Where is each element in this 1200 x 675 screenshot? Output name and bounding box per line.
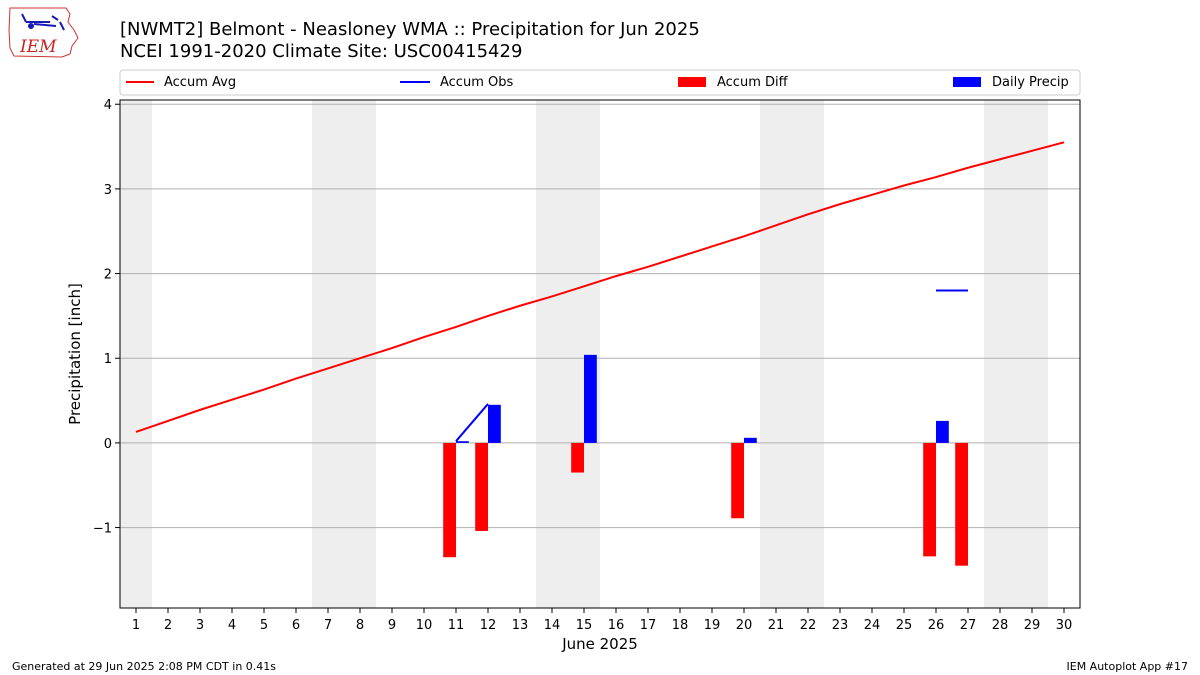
bars: [443, 354, 968, 566]
y-tick-label-3: 3: [104, 183, 112, 198]
x-tick-label-11: 11: [448, 618, 465, 633]
legend-label-accum-diff: Accum Diff: [717, 75, 789, 90]
weekend-band-2: [536, 100, 600, 608]
weekend-band-1: [312, 100, 376, 608]
legend-item-daily-precip: Daily Precip: [953, 75, 1069, 90]
bar-accum-diff-day-12: [475, 442, 488, 531]
footer-generated: Generated at 29 Jun 2025 2:08 PM CDT in …: [12, 660, 276, 673]
x-tick-label-23: 23: [832, 618, 849, 633]
plot-frame: [119, 99, 1081, 609]
x-tick-label-16: 16: [608, 618, 625, 633]
y-tick-label--1: −1: [93, 522, 112, 537]
x-tick-label-18: 18: [672, 618, 689, 633]
x-tick-label-19: 19: [704, 618, 721, 633]
x-tick-label-22: 22: [800, 618, 817, 633]
weekend-band-0: [120, 100, 152, 608]
y-tick-label-4: 4: [104, 98, 112, 113]
x-tick-label-21: 21: [768, 618, 785, 633]
grid-lines: [120, 103, 1080, 529]
weekend-band-4: [984, 100, 1048, 608]
x-tick-label-12: 12: [480, 618, 497, 633]
x-tick-label-2: 2: [164, 618, 172, 633]
legend-item-accum-diff: Accum Diff: [678, 75, 789, 90]
chart-subtitle: NCEI 1991-2020 Climate Site: USC00415429: [120, 41, 522, 62]
chart-title: [NWMT2] Belmont - Neasloney WMA :: Preci…: [120, 19, 700, 40]
x-tick-label-14: 14: [544, 618, 561, 633]
line-accum-obs-segment-0: [455, 403, 489, 442]
x-tick-label-10: 10: [416, 618, 433, 633]
legend-item-accum-avg: Accum Avg: [126, 75, 236, 90]
bar-accum-diff-day-11: [443, 442, 456, 558]
x-tick-label-1: 1: [132, 618, 140, 633]
weekend-shading: [120, 100, 1048, 608]
x-tick-label-25: 25: [896, 618, 913, 633]
logo-text: IEM: [19, 37, 57, 57]
x-tick-label-5: 5: [260, 618, 268, 633]
iem-logo: IEM: [8, 7, 79, 58]
x-tick-label-29: 29: [1024, 618, 1041, 633]
x-tick-label-15: 15: [576, 618, 593, 633]
bar-accum-diff-day-20: [731, 442, 744, 519]
y-tick-label-1: 1: [104, 352, 112, 367]
bar-daily-precip-day-15: [584, 354, 597, 443]
legend-item-accum-obs: Accum Obs: [400, 75, 513, 90]
x-tick-label-27: 27: [960, 618, 977, 633]
x-tick-label-3: 3: [196, 618, 204, 633]
legend-label-accum-avg: Accum Avg: [164, 75, 236, 90]
y-tick-label-0: 0: [104, 437, 112, 452]
legend-swatch-accum-diff: [678, 77, 706, 87]
weekend-band-3: [760, 100, 824, 608]
bar-daily-precip-day-11: [456, 441, 469, 443]
y-tick-label-2: 2: [104, 268, 112, 283]
x-tick-label-13: 13: [512, 618, 529, 633]
x-tick-label-24: 24: [864, 618, 881, 633]
y-axis-label: Precipitation [inch]: [66, 283, 84, 425]
y-axis-ticks: −1 0 1 2 3 4: [93, 98, 120, 537]
bar-accum-diff-day-26: [923, 442, 936, 557]
footer-app-id: IEM Autoplot App #17: [1067, 660, 1189, 673]
x-tick-label-7: 7: [324, 618, 332, 633]
x-tick-label-4: 4: [228, 618, 236, 633]
x-tick-label-28: 28: [992, 618, 1009, 633]
bar-accum-diff-day-15: [571, 442, 584, 473]
x-tick-label-9: 9: [388, 618, 396, 633]
bar-daily-precip-day-20: [744, 437, 757, 443]
bar-daily-precip-day-12: [488, 404, 501, 443]
x-axis-ticks: 1 2 3 4 5 6 7 8 9 10 11 12 13 14 15 16 17 18 19 20 21 22 23 24 2…: [132, 608, 1072, 633]
lines: [135, 141, 1065, 442]
bar-daily-precip-day-26: [936, 420, 949, 443]
x-tick-label-17: 17: [640, 618, 657, 633]
legend-frame: [119, 69, 1081, 96]
x-tick-label-30: 30: [1056, 618, 1073, 633]
x-tick-label-6: 6: [292, 618, 300, 633]
legend-label-daily-precip: Daily Precip: [992, 75, 1069, 90]
legend: Accum Avg Accum Obs Accum Diff Daily Pre…: [119, 69, 1081, 96]
x-axis-label: June 2025: [561, 635, 638, 653]
x-tick-label-8: 8: [356, 618, 364, 633]
x-tick-label-26: 26: [928, 618, 945, 633]
legend-label-accum-obs: Accum Obs: [440, 75, 513, 90]
legend-swatch-daily-precip: [953, 77, 981, 87]
bar-accum-diff-day-27: [955, 442, 968, 566]
line-accum-avg: [135, 141, 1065, 433]
x-tick-label-20: 20: [736, 618, 753, 633]
